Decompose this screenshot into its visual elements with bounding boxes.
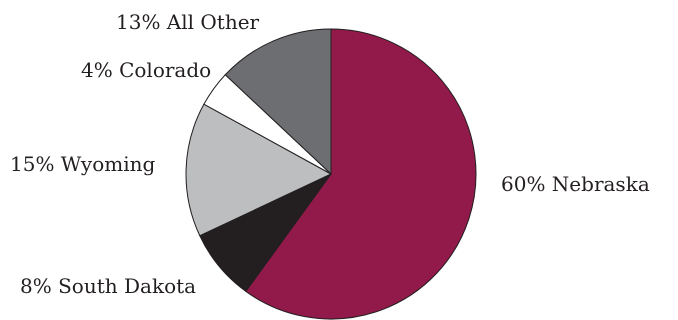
slice-label-wyoming: 15% Wyoming — [10, 152, 156, 176]
slice-label-colorado: 4% Colorado — [81, 58, 211, 82]
pie-slice-wyoming — [185, 103, 333, 237]
slice-label-nebraska: 60% Nebraska — [501, 172, 650, 196]
slice-label-all-other: 13% All Other — [116, 10, 260, 34]
pie-slice-nebraska — [245, 28, 477, 320]
pie-slices — [185, 28, 477, 320]
pie-labels: 60% Nebraska 8% South Dakota 15% Wyoming… — [10, 10, 650, 298]
slice-label-south-dakota: 8% South Dakota — [20, 274, 196, 298]
pie-slice-all-other — [224, 28, 332, 176]
